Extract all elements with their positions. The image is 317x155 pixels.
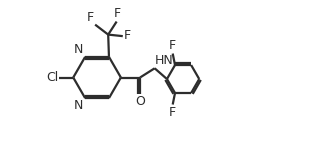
Text: F: F <box>169 106 176 119</box>
Text: O: O <box>135 95 145 108</box>
Text: HN: HN <box>155 54 174 67</box>
Text: F: F <box>169 39 176 52</box>
Text: F: F <box>87 11 94 24</box>
Text: F: F <box>113 7 120 20</box>
Text: N: N <box>74 43 84 56</box>
Text: F: F <box>124 29 131 42</box>
Text: N: N <box>74 99 84 112</box>
Text: Cl: Cl <box>46 71 58 84</box>
